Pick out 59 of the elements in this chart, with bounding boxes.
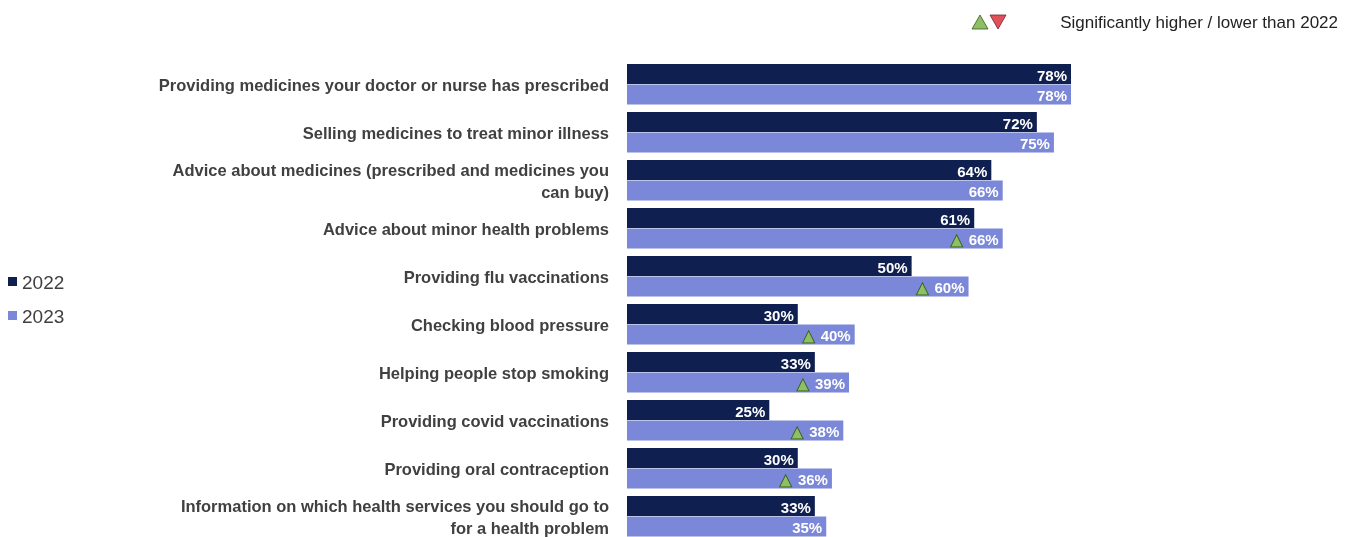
bar (627, 256, 912, 276)
bar (627, 324, 855, 345)
data-label: 39% (814, 375, 845, 393)
y-tick-label: Selling medicines to treat minor illness (302, 123, 609, 142)
data-label: 60% (934, 279, 965, 297)
bar (627, 304, 798, 324)
bar (627, 84, 1071, 105)
data-label: 25% (735, 402, 766, 420)
data-label: 30% (763, 306, 794, 324)
data-label: 38% (809, 423, 840, 441)
y-tick-label: Providing covid vaccinations (380, 411, 609, 430)
data-label: 75% (1019, 135, 1050, 153)
bar (627, 132, 1054, 153)
annotation: ▲ (950, 230, 964, 250)
bar (627, 400, 770, 420)
legend-label: 2023 (22, 305, 65, 327)
data-label: 64% (957, 162, 988, 180)
bar (627, 112, 1037, 132)
y-tick-label: Providing medicines your doctor or nurse has prescribed (158, 75, 609, 94)
bar (627, 160, 992, 180)
data-label: 61% (940, 210, 971, 228)
data-label: 66% (968, 183, 999, 201)
data-label: 78% (1036, 66, 1067, 84)
annotation: ▲ (791, 422, 804, 442)
data-label: 36% (797, 471, 828, 489)
y-tick-label: Providing flu vaccinations (403, 267, 609, 286)
y-tick-label: Information on which health services you should go to for a health problem (180, 496, 609, 537)
bar (627, 448, 798, 468)
annotation: ▲ (916, 278, 930, 298)
bar (627, 64, 1071, 84)
bar (627, 516, 827, 537)
data-label: 33% (780, 498, 811, 516)
bar (627, 276, 969, 297)
y-tick-label: Helping people stop smoking (378, 363, 609, 382)
annotation: ▲ (779, 470, 793, 490)
bar (627, 180, 1003, 201)
y-tick-label: Advice about minor health problems (322, 219, 609, 238)
legend-label: 2022 (22, 271, 65, 293)
annotation: ▲ (796, 374, 810, 394)
bar (627, 468, 832, 489)
text: Significantly higher / lower than 2022 (1060, 12, 1338, 32)
data-label: 35% (792, 519, 823, 537)
bar (627, 208, 975, 228)
y-tick-label: Providing oral contraception (384, 459, 609, 478)
bar (627, 496, 815, 516)
data-label: 50% (877, 258, 908, 276)
data-label: 66% (968, 231, 999, 249)
data-label: 33% (780, 354, 811, 372)
bar (627, 228, 1003, 249)
annotation: ▲ (802, 326, 816, 346)
data-label: 78% (1036, 87, 1067, 105)
y-tick-label: Checking blood pressure (410, 315, 609, 334)
data-label: 72% (1002, 114, 1033, 132)
data-label: 40% (820, 327, 851, 345)
bar (627, 352, 815, 372)
y-tick-label: Advice about medicines (prescribed and medicines you can buy) (172, 160, 609, 201)
data-label: 30% (763, 450, 794, 468)
bar (627, 420, 844, 441)
bar (627, 372, 849, 393)
